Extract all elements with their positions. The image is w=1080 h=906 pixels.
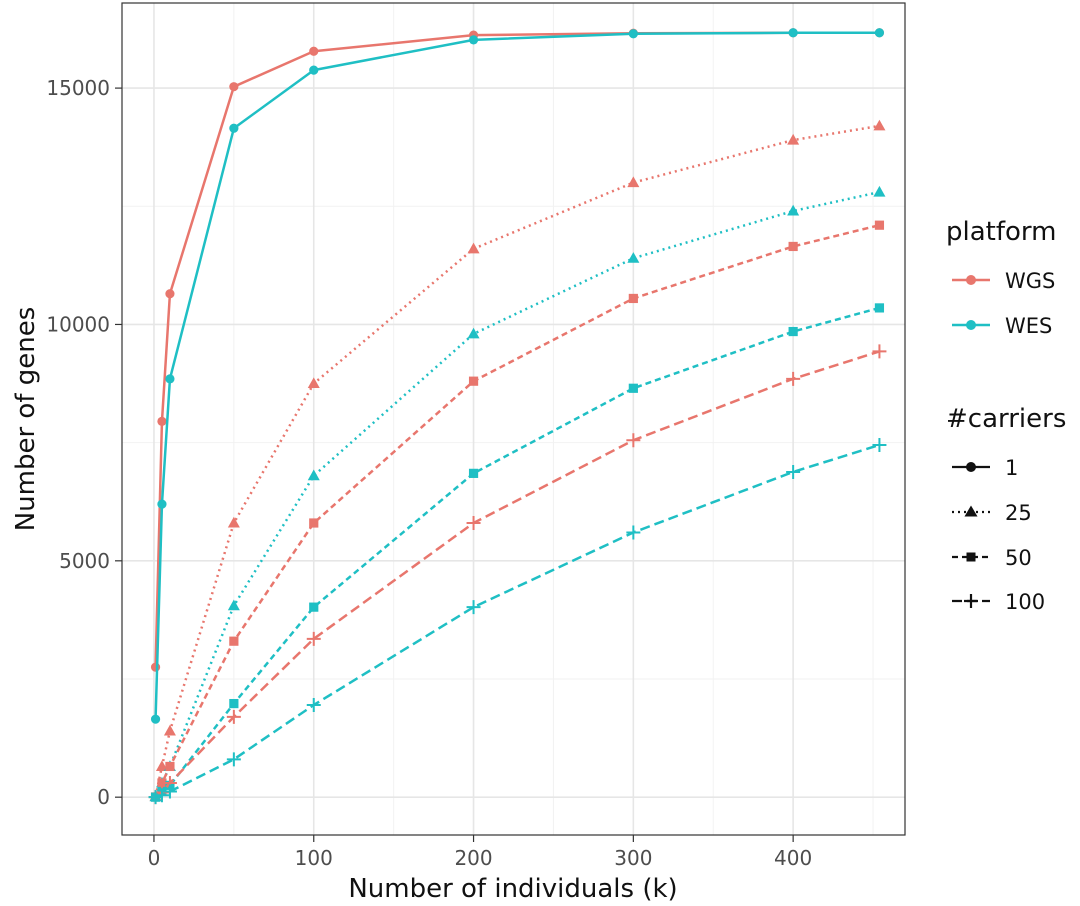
x-tick-label: 0 [148,846,161,870]
data-point-wes-50 [229,698,239,709]
data-point-wgs-1 [165,289,175,299]
y-tick-label: 5000 [59,549,110,573]
data-point-wgs-25 [787,133,800,145]
axes: 0 100 200 300 400 0 5000 10000 15000 [46,76,812,870]
data-point-wes-50 [468,468,479,478]
data-point-wes-100 [154,788,169,803]
data-point-wgs-50 [165,761,175,772]
data-point-wes-1 [309,65,319,75]
legend-wgs-label: WGS [1005,269,1055,293]
data-point-wgs-25 [627,176,640,188]
legend-item-carriers-50: 50 [952,546,1032,570]
data-point-wes-25 [227,599,240,611]
data-point-wgs-100 [466,516,481,530]
legend-carriers-100-marker [964,594,978,608]
y-tick-label: 10000 [46,312,110,336]
data-point-wes-1 [468,35,479,45]
data-point-wgs-1 [150,662,161,672]
data-point-wes-25 [873,185,886,197]
data-point-wgs-50 [157,778,167,788]
data-point-wes-100 [872,438,887,452]
data-point-wgs-25 [163,724,176,736]
legend-item-wes: WES [952,314,1052,338]
data-point-wgs-25 [873,119,886,131]
data-point-wgs-100 [872,344,887,359]
data-point-wgs-25 [227,516,240,528]
data-point-wes-1 [874,28,885,38]
y-tick-label: 15000 [46,76,110,100]
y-tick-label: 0 [97,785,110,809]
data-point-wes-100 [306,698,321,712]
data-point-wes-100 [466,600,481,615]
data-point-wgs-25 [307,377,320,389]
data-point-wgs-100 [306,631,321,646]
legend-carriers-25-label: 25 [1005,501,1032,525]
data-point-wes-50 [874,303,885,313]
data-point-wes-100 [786,464,801,479]
legend-wes-marker [966,320,976,330]
data-point-wgs-50 [309,518,319,528]
data-point-wes-100 [148,790,163,805]
data-point-wgs-100 [226,709,241,724]
data-point-wgs-1 [157,416,167,426]
data-point-wgs-25 [467,242,480,254]
data-point-wes-1 [628,29,638,39]
data-point-wes-1 [165,374,175,384]
data-point-wes-25 [467,327,480,339]
legend-item-carriers-1: 1 [952,456,1018,480]
data-point-wes-50 [628,383,638,393]
legend-carriers-25-marker [964,505,978,517]
data-point-wgs-1 [309,46,319,56]
legend-item-carriers-25: 25 [952,501,1032,525]
series-group [148,28,887,805]
data-point-wgs-1 [229,82,239,92]
data-point-wes-100 [162,784,177,799]
legend-carriers-50-marker [966,552,976,562]
legend-platform-title: platform [946,217,1056,247]
panel-border [121,2,906,836]
data-point-wes-100 [226,752,241,767]
data-point-wgs-100 [626,433,641,448]
legend-item-carriers-100: 100 [952,590,1045,614]
data-point-wgs-50 [468,376,479,386]
data-point-wes-25 [307,469,320,481]
series-wgs-25 [149,119,886,801]
legend-carriers-50-label: 50 [1005,546,1032,570]
data-point-wes-1 [229,123,239,133]
legend-carriers-100-label: 100 [1005,590,1045,614]
legend-item-wgs: WGS [952,269,1055,293]
data-point-wes-1 [150,714,161,724]
data-point-wgs-25 [155,760,168,771]
data-point-wgs-50 [788,241,798,252]
legend-wgs-marker [966,275,976,285]
data-point-wgs-50 [229,636,239,646]
grid [122,3,905,835]
legend-carriers-1-label: 1 [1005,456,1018,480]
data-point-wgs-50 [628,293,638,304]
data-point-wes-50 [788,326,798,337]
data-point-wes-1 [788,28,798,38]
series-wes-100 [148,438,887,805]
legend: platform WGS WES #carriers 1 25 50 [946,217,1066,614]
y-axis-title: Number of genes [11,307,41,532]
x-tick-label: 200 [454,846,492,870]
legend-carriers-title: #carriers [946,404,1066,434]
data-point-wes-25 [787,204,800,216]
panel-background [122,3,905,835]
legend-wes-label: WES [1005,314,1052,338]
data-point-wes-100 [626,525,641,540]
data-point-wes-1 [157,499,167,509]
data-point-wgs-50 [874,220,885,230]
data-point-wes-25 [627,252,640,263]
series-line-wgs-50 [154,223,880,798]
legend-carriers-1-marker [966,462,976,472]
data-point-wes-50 [309,602,319,612]
x-axis-title: Number of individuals (k) [348,874,677,904]
x-tick-label: 400 [774,846,812,870]
x-tick-label: 300 [614,846,652,870]
series-wes-1 [150,28,885,724]
x-tick-label: 100 [295,846,333,870]
data-point-wgs-100 [786,371,801,386]
